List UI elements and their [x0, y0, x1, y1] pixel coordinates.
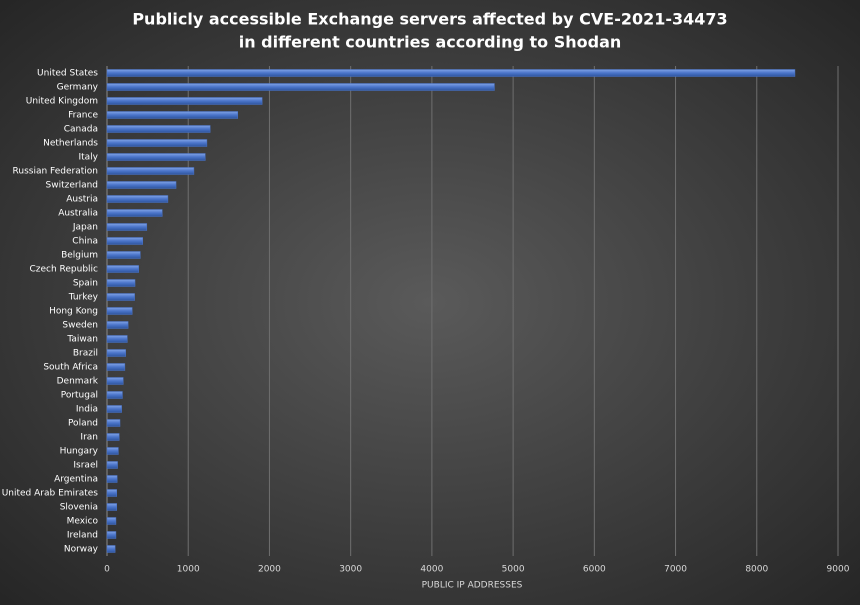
bar	[106, 321, 129, 329]
y-tick-label: Portugal	[61, 391, 98, 401]
y-tick-label: United Arab Emirates	[2, 489, 99, 499]
y-tick-label: Italy	[78, 153, 98, 163]
bar	[106, 461, 118, 469]
x-tick-label: 9000	[827, 565, 850, 575]
chart-title: Publicly accessible Exchange servers aff…	[132, 10, 727, 29]
bar	[106, 293, 135, 301]
y-tick-label: India	[76, 405, 98, 415]
bar	[106, 279, 136, 287]
y-tick-label: Norway	[64, 545, 99, 555]
y-tick-label: United States	[37, 69, 98, 79]
x-tick-label: 2000	[258, 565, 281, 575]
bar	[106, 475, 118, 483]
bar	[106, 97, 263, 105]
y-tick-label: Czech Republic	[29, 265, 98, 275]
x-tick-label: 0	[104, 565, 110, 575]
y-tick-label: Turkey	[68, 293, 99, 303]
y-tick-label: Japan	[72, 223, 98, 233]
y-tick-label: Belgium	[61, 251, 98, 261]
x-axis-title: PUBLIC IP ADDRESSES	[422, 581, 523, 591]
y-tick-label: Canada	[64, 125, 98, 135]
x-tick-label: 1000	[177, 565, 200, 575]
bar	[106, 139, 208, 147]
y-tick-label: Brazil	[73, 349, 98, 359]
bar	[106, 265, 139, 273]
bar	[106, 195, 169, 203]
y-tick-label: United Kingdom	[26, 97, 98, 107]
bar	[106, 251, 141, 259]
bar	[106, 167, 195, 175]
y-tick-label: Hong Kong	[49, 307, 98, 317]
y-tick-label: South Africa	[43, 363, 98, 373]
bar	[106, 503, 117, 511]
bar	[106, 377, 124, 385]
bar	[106, 531, 117, 539]
y-tick-label: Mexico	[67, 517, 99, 527]
bar	[106, 69, 796, 77]
y-tick-label: Slovenia	[60, 503, 98, 513]
y-tick-label: Argentina	[54, 475, 98, 485]
bar	[106, 111, 239, 119]
y-tick-label: Ireland	[67, 531, 98, 541]
y-tick-label: Iran	[80, 433, 98, 443]
bar	[106, 433, 120, 441]
y-tick-label: Taiwan	[66, 335, 98, 345]
y-tick-label: Denmark	[57, 377, 99, 387]
bar	[106, 209, 163, 217]
bar	[106, 363, 126, 371]
bar	[106, 419, 121, 427]
y-tick-label: Switzerland	[46, 181, 99, 191]
y-tick-label: China	[72, 237, 98, 247]
bar	[106, 223, 148, 231]
y-tick-label: Germany	[57, 83, 99, 93]
x-tick-label: 8000	[745, 565, 768, 575]
x-tick-label: 7000	[664, 565, 687, 575]
bar	[106, 237, 143, 245]
x-tick-label: 5000	[502, 565, 525, 575]
y-tick-label: Russian Federation	[13, 167, 98, 177]
bar	[106, 335, 128, 343]
y-tick-label: Austria	[66, 195, 98, 205]
bar	[106, 307, 133, 315]
bar	[106, 83, 495, 91]
bar	[106, 447, 119, 455]
y-tick-label: Spain	[73, 279, 98, 289]
y-tick-label: Israel	[73, 461, 98, 471]
x-tick-label: 4000	[420, 565, 443, 575]
bar	[106, 517, 117, 525]
bar	[106, 545, 116, 553]
bar	[106, 153, 206, 161]
bar	[106, 125, 211, 133]
y-tick-label: France	[68, 111, 98, 121]
chart-title: in different countries according to Shod…	[239, 33, 622, 52]
bar	[106, 405, 122, 413]
y-tick-label: Netherlands	[43, 139, 98, 149]
bar	[106, 349, 126, 357]
y-tick-label: Poland	[68, 419, 98, 429]
bar	[106, 489, 117, 497]
bar	[106, 181, 177, 189]
x-tick-label: 3000	[339, 565, 362, 575]
y-tick-label: Hungary	[60, 447, 99, 457]
x-tick-label: 6000	[583, 565, 606, 575]
y-tick-label: Australia	[58, 209, 98, 219]
y-tick-label: Sweden	[62, 321, 98, 331]
bar	[106, 391, 123, 399]
